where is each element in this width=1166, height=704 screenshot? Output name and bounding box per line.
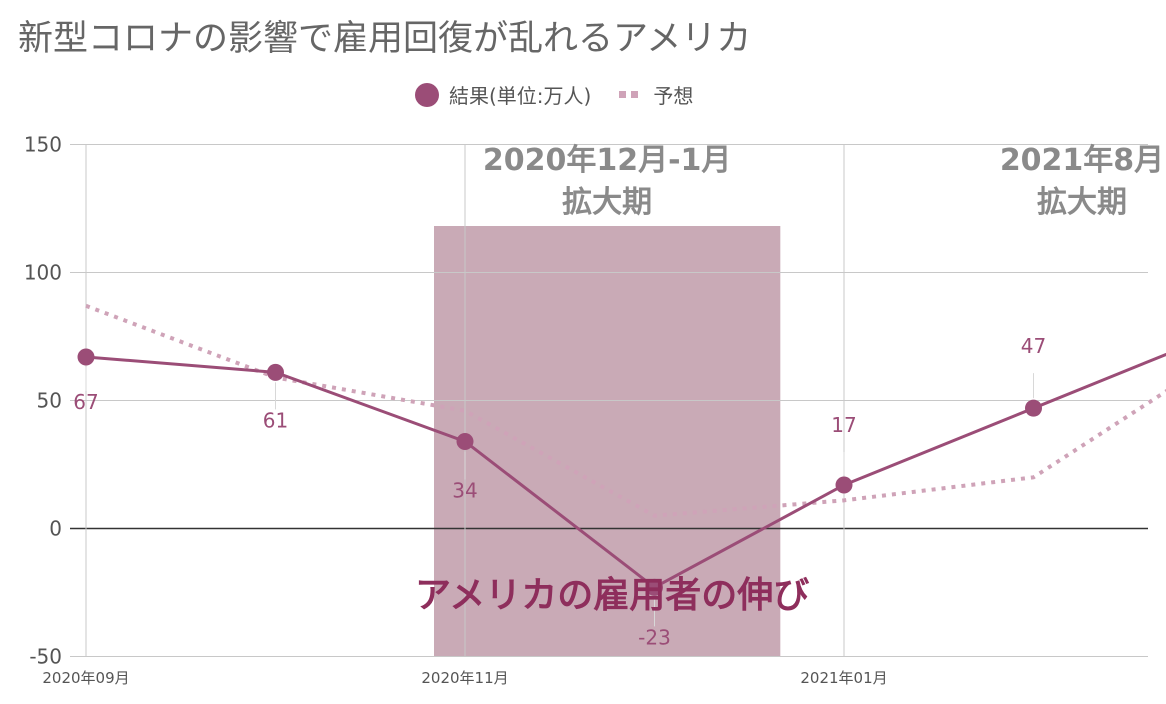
- data-point: [267, 363, 284, 381]
- data-label: 61: [263, 408, 288, 432]
- chart-title: 新型コロナの影響で雇用回復が乱れるアメリカ: [18, 19, 752, 59]
- y-tick-label: 50: [37, 389, 62, 413]
- gridlines: [70, 144, 1148, 657]
- data-label: 17: [831, 413, 856, 437]
- band-label: 2020年12月-1月: [483, 143, 732, 178]
- data-label: 34: [452, 478, 477, 502]
- legend-label-result: 結果(単位:万人): [449, 84, 592, 108]
- data-point: [456, 432, 474, 450]
- highlight-bands: [434, 226, 781, 656]
- data-point: [77, 348, 95, 366]
- legend-marker-circle: [415, 82, 439, 107]
- x-tick-label: 2021年01月: [800, 669, 887, 687]
- legend: 結果(単位:万人) 予想: [415, 80, 721, 109]
- y-tick-label: 0: [49, 517, 62, 541]
- y-axis-tick-labels: 150 100 50 0 -50: [24, 133, 62, 669]
- data-point: [646, 578, 663, 596]
- band-label: 2021年8月: [1000, 143, 1164, 178]
- data-point: [835, 476, 853, 494]
- x-tick-label: 2020年11月: [421, 669, 508, 687]
- x-tick-label: 2020年09月: [42, 669, 129, 687]
- forecast-series: [85, 303, 1166, 518]
- chart-annotation-text: アメリカの雇用者の伸び: [415, 575, 809, 616]
- legend-item-result[interactable]: 結果(単位:万人): [415, 80, 591, 109]
- result-line: [85, 352, 1166, 590]
- result-series: [77, 348, 1166, 627]
- band-label: 拡大期: [1037, 185, 1127, 220]
- data-point: [1025, 399, 1042, 417]
- y-tick-label: 150: [24, 133, 62, 157]
- forecast-line: [85, 303, 1166, 518]
- highlight-band: [434, 226, 781, 656]
- legend-item-forecast[interactable]: 予想: [619, 80, 693, 109]
- x-axis-tick-labels: 2020年09月2020年11月2021年01月2021年03月2021年05月…: [42, 669, 887, 687]
- legend-marker-dotted: [619, 91, 643, 98]
- y-tick-label: 100: [24, 261, 62, 285]
- data-label: -23: [638, 625, 671, 649]
- y-tick-label: -50: [29, 645, 62, 669]
- data-label: 47: [1021, 334, 1046, 358]
- band-label: 拡大期: [562, 185, 652, 220]
- data-label: 67: [73, 390, 98, 414]
- chart-annotation: アメリカの雇用者の伸び: [415, 575, 809, 616]
- legend-label-forecast: 予想: [653, 84, 694, 108]
